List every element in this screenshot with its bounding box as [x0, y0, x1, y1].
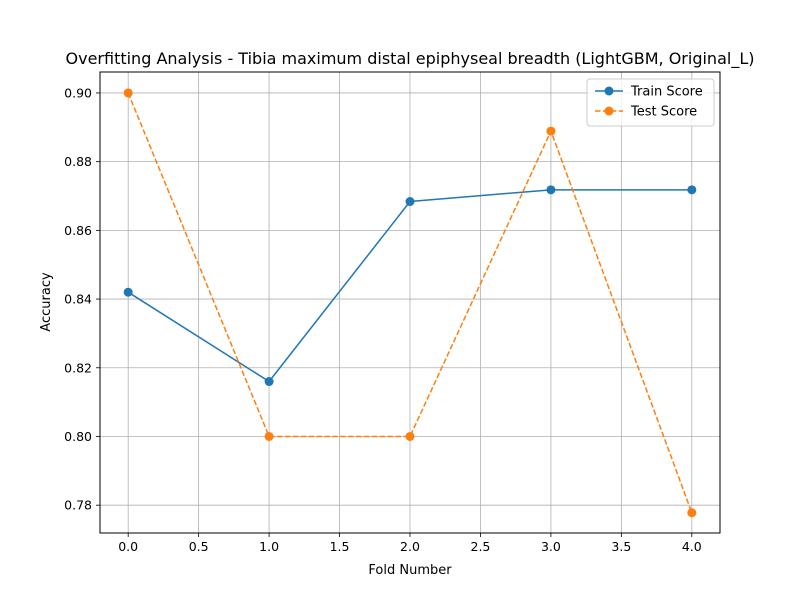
legend-test-label: Test Score	[630, 105, 697, 120]
test-score-point	[405, 431, 415, 441]
x-tick-label: 4.0	[682, 539, 702, 554]
x-tick-label: 0.0	[118, 539, 138, 554]
x-tick-label: 1.0	[259, 539, 279, 554]
x-tick-label: 3.5	[611, 539, 631, 554]
y-tick-label: 0.88	[64, 154, 92, 169]
test-score-point	[123, 88, 133, 98]
legend-test-marker	[604, 106, 614, 116]
x-axis-label: Fold Number	[368, 563, 452, 578]
test-score-line	[127, 92, 693, 513]
test-score-point	[546, 126, 556, 136]
y-tick-label: 0.80	[64, 429, 92, 444]
axis-ticks: 0.0 0.5 1.0 1.5 2.0 2.5 3.0 3.5 4.0 0.78 0.80 0.82 0…	[64, 85, 702, 554]
train-score-point	[264, 377, 274, 387]
x-tick-label: 2.5	[471, 539, 491, 554]
x-tick-label: 3.0	[541, 539, 561, 554]
y-tick-label: 0.90	[64, 85, 92, 100]
y-tick-label: 0.82	[64, 360, 92, 375]
x-tick-label: 2.0	[400, 539, 420, 554]
legend: Train Score Test Score	[586, 78, 715, 127]
x-tick-label: 0.5	[189, 539, 209, 554]
train-score-point	[546, 185, 556, 195]
y-tick-label: 0.86	[64, 223, 92, 238]
y-tick-label: 0.78	[64, 498, 92, 513]
test-score-point	[687, 508, 697, 518]
train-score-point	[687, 185, 697, 195]
train-score-point	[405, 197, 415, 207]
legend-train-marker	[604, 86, 614, 96]
x-tick-label: 1.5	[330, 539, 350, 554]
series-layer	[123, 88, 697, 518]
chart-title: Overfitting Analysis - Tibia maximum dis…	[66, 49, 755, 69]
legend-train-label: Train Score	[630, 85, 703, 100]
test-score-point	[264, 431, 274, 441]
y-tick-label: 0.84	[64, 292, 92, 307]
y-axis-label: Accuracy	[39, 272, 54, 332]
train-score-point	[123, 287, 133, 297]
